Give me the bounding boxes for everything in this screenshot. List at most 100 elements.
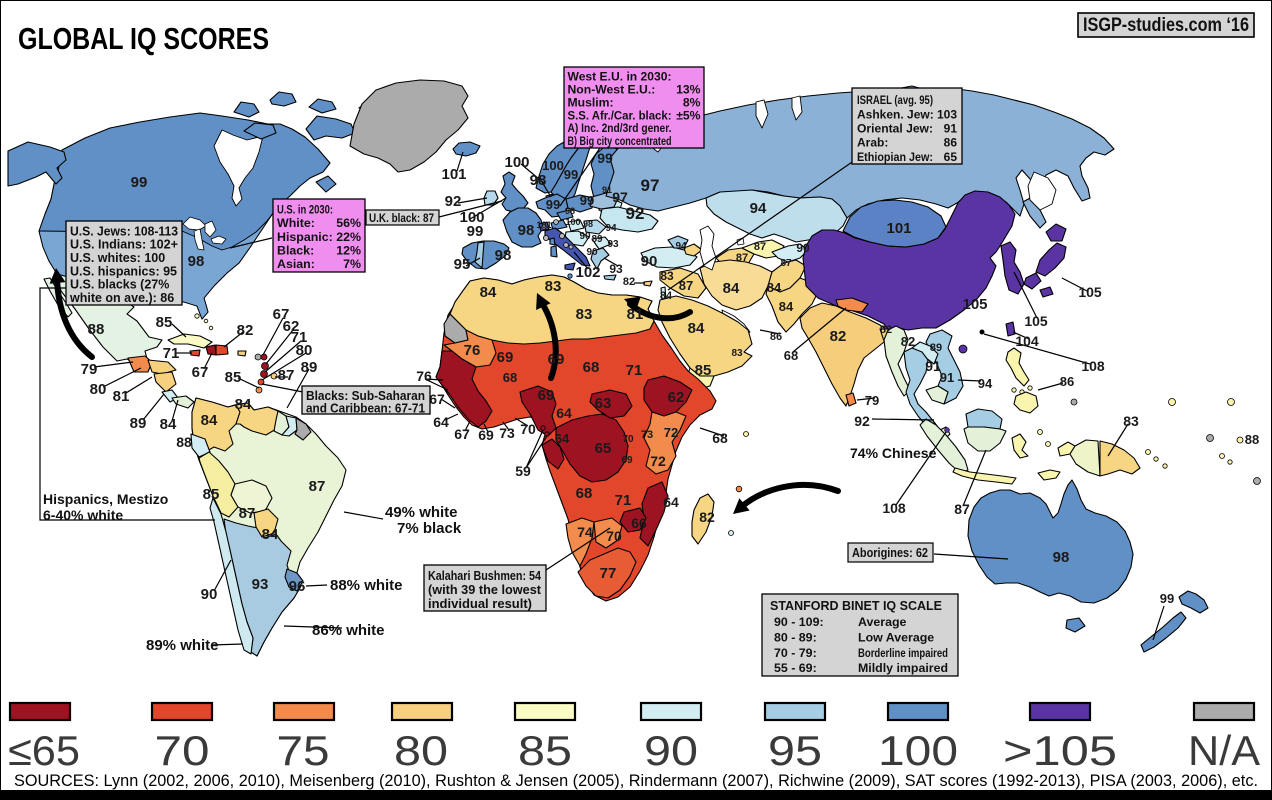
svg-text:79: 79 [81, 361, 98, 378]
svg-text:8%: 8% [683, 95, 701, 109]
svg-text:Black:: Black: [277, 243, 314, 257]
svg-text:94: 94 [605, 223, 617, 234]
svg-text:ISGP-studies.com ‘16: ISGP-studies.com ‘16 [1083, 15, 1249, 36]
svg-text:68: 68 [784, 348, 798, 363]
svg-text:ISRAEL (avg. 95): ISRAEL (avg. 95) [857, 93, 933, 107]
svg-text:84: 84 [235, 396, 252, 413]
svg-text:U.S. hispanics: 95: U.S. hispanics: 95 [70, 264, 177, 278]
svg-text:98: 98 [1053, 549, 1070, 566]
svg-text:and Caribbean: 67-71: and Caribbean: 67-71 [306, 400, 425, 415]
svg-text:90: 90 [586, 247, 598, 258]
svg-text:71: 71 [615, 492, 632, 509]
svg-text:64: 64 [555, 431, 570, 446]
svg-text:84: 84 [660, 290, 673, 302]
svg-text:SOURCES: Lynn (2002, 2006, 201: SOURCES: Lynn (2002, 2006, 2010), Meisen… [14, 771, 1258, 790]
svg-text:98: 98 [188, 253, 205, 270]
svg-text:77: 77 [600, 565, 617, 582]
svg-text:82: 82 [830, 328, 847, 345]
svg-text:93: 93 [607, 239, 619, 250]
svg-text:85: 85 [518, 727, 572, 774]
svg-text:72: 72 [650, 453, 666, 469]
svg-text:U.S. Indians: 102+: U.S. Indians: 102+ [70, 238, 178, 252]
svg-text:Kalahari Bushmen: 54: Kalahari Bushmen: 54 [428, 568, 542, 583]
svg-text:70: 70 [606, 528, 622, 544]
svg-text:85: 85 [203, 486, 220, 503]
svg-text:87: 87 [309, 478, 326, 495]
svg-text:56%: 56% [336, 216, 361, 230]
svg-text:GLOBAL IQ SCORES: GLOBAL IQ SCORES [18, 21, 269, 56]
svg-text:101: 101 [441, 166, 466, 183]
svg-text:83: 83 [1123, 413, 1139, 429]
svg-text:70: 70 [622, 434, 634, 445]
svg-text:105: 105 [962, 296, 987, 313]
svg-text:white on ave.): 86: white on ave.): 86 [69, 291, 174, 305]
svg-text:94: 94 [675, 241, 687, 252]
svg-text:97: 97 [612, 189, 628, 205]
svg-text:84: 84 [262, 526, 279, 543]
svg-text:95: 95 [454, 256, 471, 273]
svg-text:98: 98 [495, 247, 512, 264]
svg-text:101: 101 [886, 220, 911, 237]
svg-text:62: 62 [283, 318, 300, 335]
svg-text:64: 64 [663, 494, 679, 510]
svg-text:93: 93 [609, 262, 623, 276]
svg-text:Muslim:: Muslim: [568, 95, 614, 109]
svg-text:87: 87 [780, 258, 792, 269]
svg-text:66: 66 [631, 515, 647, 531]
svg-text:108: 108 [1081, 358, 1105, 374]
svg-text:Ashken. Jew:: Ashken. Jew: [857, 107, 934, 121]
svg-text:>105: >105 [1003, 727, 1117, 774]
svg-text:84: 84 [201, 412, 218, 429]
svg-text:88% white: 88% white [330, 577, 403, 594]
svg-text:83: 83 [731, 348, 743, 359]
svg-text:7% black: 7% black [397, 520, 462, 537]
svg-text:68: 68 [712, 430, 728, 446]
svg-text:67: 67 [192, 364, 209, 381]
svg-text:105: 105 [1024, 313, 1048, 329]
svg-text:80: 80 [394, 727, 448, 774]
svg-text:69: 69 [497, 349, 514, 366]
svg-text:65: 65 [595, 440, 612, 457]
svg-text:87: 87 [754, 241, 766, 253]
svg-text:87: 87 [278, 367, 295, 384]
svg-text:Blacks: Sub-Saharan: Blacks: Sub-Saharan [306, 388, 425, 403]
svg-text:STANFORD BINET IQ SCALE: STANFORD BINET IQ SCALE [770, 599, 942, 613]
svg-text:82: 82 [237, 322, 254, 339]
svg-text:91: 91 [940, 370, 954, 385]
svg-text:86% white: 86% white [312, 622, 385, 639]
svg-text:103: 103 [937, 107, 957, 121]
svg-text:94: 94 [978, 376, 993, 391]
svg-text:≤65: ≤65 [8, 727, 80, 774]
svg-text:68: 68 [583, 359, 600, 376]
svg-text:N/A: N/A [1188, 727, 1260, 774]
svg-text:Arab:: Arab: [857, 136, 888, 150]
svg-text:99: 99 [580, 193, 594, 208]
svg-text:98: 98 [565, 206, 575, 216]
svg-text:100: 100 [878, 727, 958, 774]
svg-text:71: 71 [163, 345, 180, 362]
svg-text:U.S. whites: 100: U.S. whites: 100 [70, 251, 165, 265]
svg-text:89: 89 [591, 234, 603, 245]
svg-text:A) Inc. 2nd/3rd gener.: A) Inc. 2nd/3rd gener. [568, 121, 672, 135]
svg-text:71: 71 [626, 362, 643, 379]
svg-text:Mildly impaired: Mildly impaired [858, 661, 948, 675]
svg-text:98: 98 [583, 219, 593, 229]
svg-text:69: 69 [538, 387, 555, 404]
svg-text:72: 72 [664, 425, 678, 440]
svg-text:70: 70 [155, 727, 210, 774]
svg-text:91: 91 [944, 121, 958, 135]
svg-text:69: 69 [548, 351, 565, 368]
svg-text:73: 73 [641, 429, 653, 441]
svg-text:100: 100 [504, 154, 529, 171]
svg-text:Oriental Jew:: Oriental Jew: [857, 121, 933, 135]
svg-text:92: 92 [626, 204, 645, 223]
svg-text:88: 88 [88, 321, 105, 338]
svg-text:86: 86 [1060, 374, 1074, 389]
svg-text:67: 67 [273, 306, 290, 323]
svg-text:69: 69 [621, 455, 633, 466]
svg-text:Hispanics, Mestizo: Hispanics, Mestizo [43, 491, 168, 507]
svg-text:West E.U. in 2030:: West E.U. in 2030: [568, 70, 672, 84]
svg-text:102: 102 [575, 264, 600, 281]
svg-text:85: 85 [225, 369, 242, 386]
svg-text:81: 81 [627, 306, 644, 323]
